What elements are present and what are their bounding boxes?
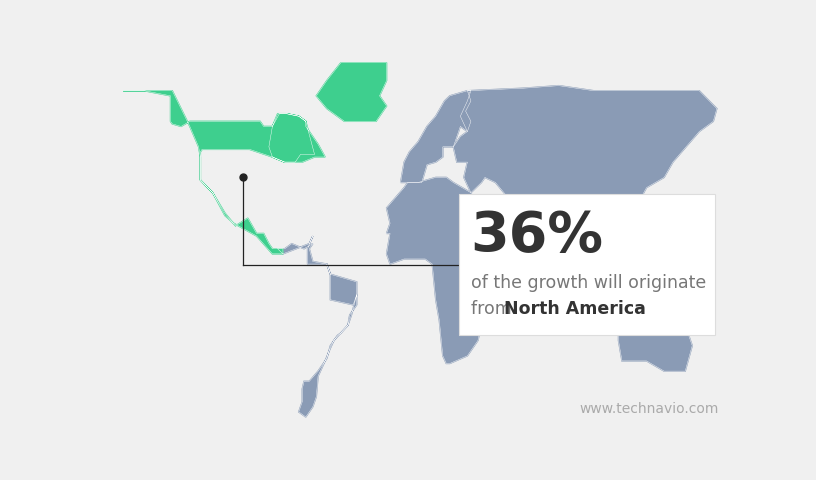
Text: from: from bbox=[471, 300, 517, 318]
Polygon shape bbox=[619, 305, 692, 371]
Text: 36%: 36% bbox=[471, 209, 604, 263]
Polygon shape bbox=[123, 91, 325, 254]
Polygon shape bbox=[454, 85, 716, 295]
Polygon shape bbox=[277, 236, 357, 417]
Text: of the growth will originate: of the growth will originate bbox=[471, 274, 706, 292]
Polygon shape bbox=[401, 91, 471, 182]
Text: www.technavio.com: www.technavio.com bbox=[579, 402, 719, 416]
FancyBboxPatch shape bbox=[459, 194, 716, 335]
Text: North America: North America bbox=[503, 300, 645, 318]
Polygon shape bbox=[387, 178, 506, 363]
Polygon shape bbox=[317, 63, 387, 121]
